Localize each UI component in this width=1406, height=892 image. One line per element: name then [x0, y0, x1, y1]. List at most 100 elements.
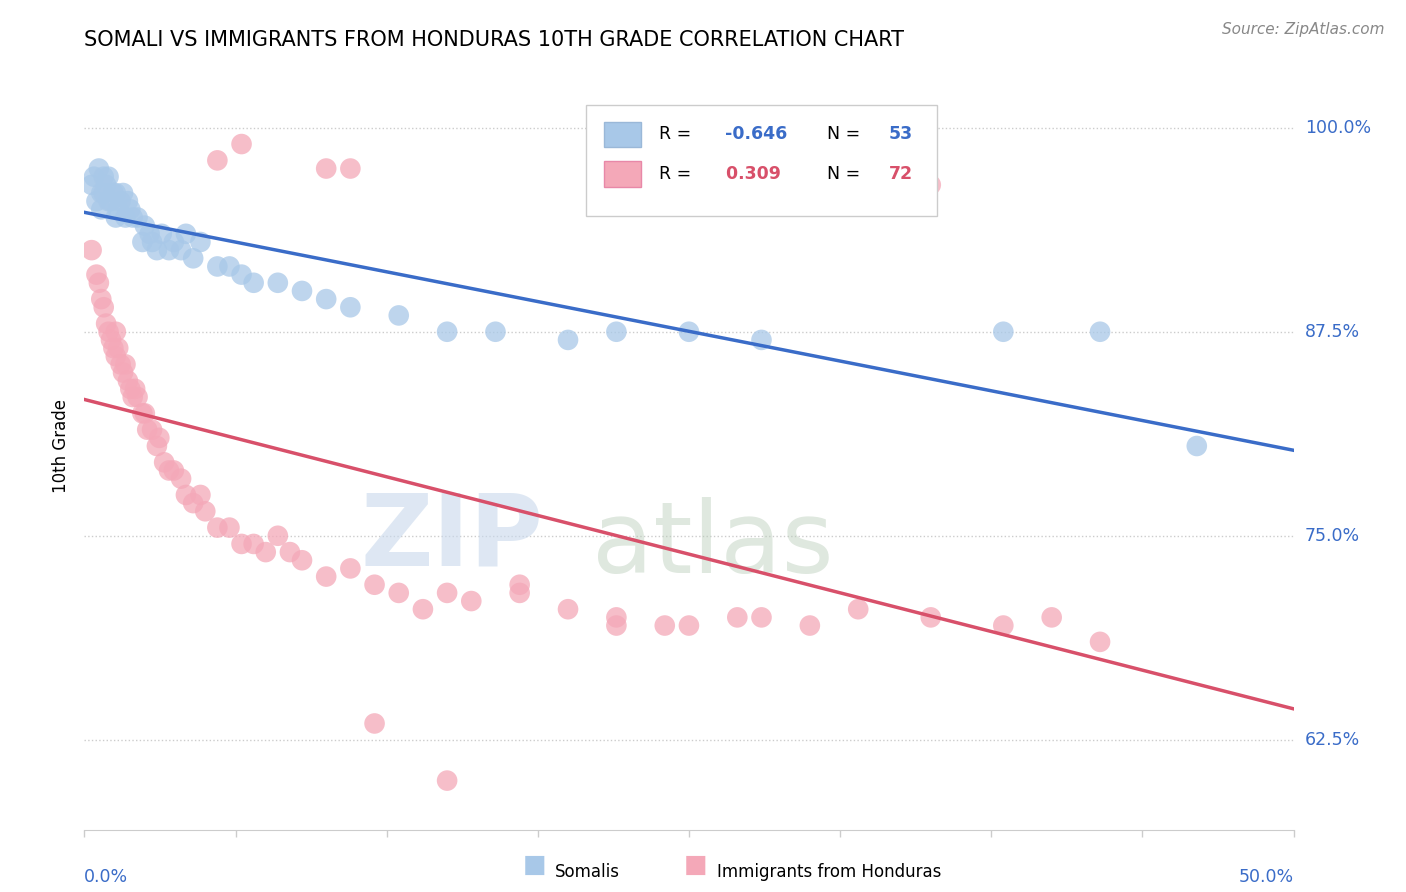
Text: 75.0%: 75.0%: [1305, 527, 1360, 545]
Point: [127, 211, 149, 225]
Point: [141, 235, 163, 249]
Point: [148, 431, 170, 445]
Point: [605, 325, 627, 339]
Point: [605, 618, 627, 632]
Point: [920, 178, 942, 192]
Point: [121, 211, 143, 225]
Point: [846, 602, 869, 616]
Point: [254, 545, 277, 559]
Point: [104, 186, 127, 200]
Point: [103, 341, 125, 355]
Point: [90, 292, 112, 306]
Point: [412, 602, 434, 616]
Point: [460, 594, 482, 608]
Point: [170, 243, 193, 257]
Point: [93, 300, 115, 314]
Point: [207, 260, 229, 274]
Point: [315, 569, 337, 583]
Point: [509, 586, 531, 600]
Point: [605, 610, 627, 624]
Point: [136, 423, 159, 437]
Point: [993, 618, 1015, 632]
Point: [339, 300, 361, 314]
Point: [993, 325, 1015, 339]
Point: [267, 529, 290, 543]
Point: [207, 520, 229, 534]
Point: [93, 169, 115, 184]
Point: [484, 325, 506, 339]
Text: SOMALI VS IMMIGRANTS FROM HONDURAS 10TH GRADE CORRELATION CHART: SOMALI VS IMMIGRANTS FROM HONDURAS 10TH …: [84, 29, 904, 50]
Text: 53: 53: [889, 125, 912, 143]
Text: ■: ■: [685, 854, 707, 878]
Text: ZIP: ZIP: [361, 490, 544, 587]
Point: [87, 161, 110, 176]
Point: [83, 169, 105, 184]
Point: [107, 341, 129, 355]
Point: [170, 472, 193, 486]
Point: [90, 202, 112, 217]
Text: Somalis: Somalis: [555, 863, 620, 881]
Point: [291, 284, 314, 298]
Point: [1185, 439, 1208, 453]
Point: [150, 227, 173, 241]
Point: [117, 194, 139, 209]
Point: [218, 260, 240, 274]
Point: [131, 406, 153, 420]
Point: [194, 504, 217, 518]
Point: [339, 161, 361, 176]
Point: [267, 276, 290, 290]
Point: [174, 227, 197, 241]
Point: [315, 292, 337, 306]
Text: R =: R =: [659, 165, 696, 183]
Point: [190, 235, 212, 249]
Point: [654, 618, 676, 632]
Point: [163, 463, 186, 477]
Point: [134, 219, 156, 233]
FancyBboxPatch shape: [586, 104, 936, 216]
Point: [436, 325, 458, 339]
Text: atlas: atlas: [592, 497, 834, 594]
Point: [291, 553, 314, 567]
Point: [207, 153, 229, 168]
Point: [120, 382, 142, 396]
Point: [112, 186, 135, 200]
Text: 62.5%: 62.5%: [1305, 731, 1360, 748]
Point: [190, 488, 212, 502]
Point: [557, 333, 579, 347]
Point: [104, 211, 127, 225]
Point: [751, 333, 773, 347]
Text: 0.0%: 0.0%: [84, 869, 128, 887]
Point: [388, 586, 411, 600]
Text: Immigrants from Honduras: Immigrants from Honduras: [717, 863, 942, 881]
Text: R =: R =: [659, 125, 696, 143]
Point: [363, 578, 385, 592]
Text: 0.309: 0.309: [720, 165, 782, 183]
Point: [174, 488, 197, 502]
Point: [110, 358, 132, 372]
Point: [436, 773, 458, 788]
Point: [153, 455, 176, 469]
Point: [87, 276, 110, 290]
Text: 72: 72: [889, 165, 912, 183]
Text: 100.0%: 100.0%: [1305, 119, 1371, 136]
Point: [100, 194, 122, 209]
Point: [114, 211, 136, 225]
Point: [678, 618, 700, 632]
Point: [231, 537, 253, 551]
Point: [107, 202, 129, 217]
Point: [127, 390, 149, 404]
Point: [86, 194, 108, 209]
Point: [363, 716, 385, 731]
Point: [678, 325, 700, 339]
Point: [920, 610, 942, 624]
Point: [218, 520, 240, 534]
Point: [231, 136, 253, 151]
Text: 87.5%: 87.5%: [1305, 323, 1360, 341]
Point: [278, 545, 301, 559]
Point: [114, 358, 136, 372]
Text: N =: N =: [815, 165, 866, 183]
Point: [1088, 325, 1111, 339]
Point: [117, 374, 139, 388]
Point: [157, 243, 180, 257]
Text: N =: N =: [815, 125, 866, 143]
